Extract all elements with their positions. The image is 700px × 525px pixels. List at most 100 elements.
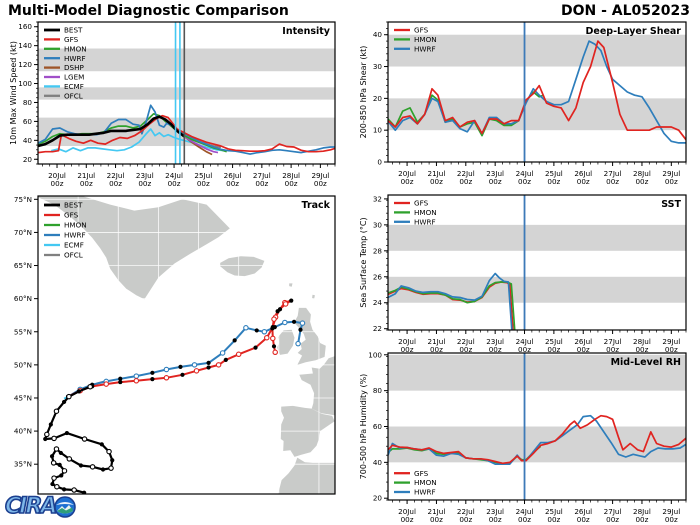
x-tick-label: 00z: [665, 345, 678, 354]
track-point-12z: [270, 335, 276, 342]
lat-tick-label: 40°N: [14, 427, 32, 436]
track-point-00z: [43, 436, 48, 442]
track-point-12z: [295, 340, 301, 347]
track-point-12z: [71, 487, 77, 493]
x-tick-label: 00z: [51, 179, 64, 188]
y-tick-label: 20: [373, 94, 383, 103]
y-tick-label: 28: [373, 246, 383, 255]
legend-item-gfs: GFS: [394, 469, 429, 478]
x-tick-label: 00z: [401, 515, 414, 524]
track-point-00z: [99, 442, 104, 447]
legend-label: LGEM: [64, 73, 84, 82]
x-tick-label: 00z: [606, 345, 619, 354]
x-tick-label: 00z: [635, 177, 648, 186]
panel-rh: 20Jul00z21Jul00z22Jul00z23Jul00z24Jul00z…: [359, 350, 687, 524]
track-point-00z: [78, 463, 84, 468]
y-tick-label: 40: [373, 458, 383, 467]
category-band: [38, 87, 335, 100]
legend-label: DSHP: [64, 63, 85, 72]
track-point-00z: [49, 454, 55, 459]
x-tick-label: 00z: [197, 179, 210, 188]
x-tick-label: 29Jul: [311, 171, 329, 180]
panel-sst: 20Jul00z21Jul00z22Jul00z23Jul00z24Jul00z…: [359, 194, 687, 354]
x-tick-label: 00z: [459, 515, 472, 524]
series-gfs: [388, 414, 686, 465]
legend-item-hwrf: HWRF: [44, 231, 86, 240]
y-tick-label: 140: [18, 41, 32, 50]
x-tick-label: 20Jul: [398, 507, 416, 516]
track-point-00z: [150, 370, 155, 375]
legend-label: HWRF: [64, 231, 86, 240]
series-hwrf: [388, 40, 686, 144]
legend-item-hwrf: HWRF: [44, 54, 86, 63]
x-tick-label: 00z: [138, 179, 151, 188]
legend-label: GFS: [414, 199, 429, 208]
legend-item-hwrf: HWRF: [394, 488, 436, 497]
x-tick-label: 21Jul: [428, 169, 446, 178]
track-point-12z: [219, 350, 226, 356]
main-title: Multi-Model Diagnostic Comparison: [8, 3, 289, 19]
track-point-12z: [103, 381, 109, 387]
legend-label: BEST: [64, 201, 83, 210]
x-tick-label: 22Jul: [107, 171, 125, 180]
x-tick-label: 25Jul: [545, 169, 563, 178]
y-tick-label: 24: [373, 298, 383, 307]
x-tick-label: 00z: [665, 177, 678, 186]
x-tick-label: 25Jul: [194, 171, 212, 180]
track-point-00z: [289, 298, 294, 303]
x-tick-label: 29Jul: [662, 507, 680, 516]
track-point-00z: [223, 357, 228, 362]
panel-track: 75°N 70°N 65°N 60°N 55°N 50°N 45°N 40°N 35°N Trac…: [14, 195, 336, 495]
legend-item-gfs: GFS: [394, 199, 429, 208]
lat-tick-label: 55°N: [14, 327, 32, 336]
track-point-00z: [61, 487, 67, 492]
x-tick-label: 00z: [168, 179, 181, 188]
x-tick-label: 26Jul: [574, 169, 592, 178]
y-axis-label: Sea Surface Temp (°C): [359, 217, 368, 307]
x-tick-label: 00z: [401, 177, 414, 186]
legend-item-lgem: LGEM: [44, 73, 84, 82]
y-tick-label: 120: [18, 60, 32, 69]
x-tick-label: 00z: [577, 515, 590, 524]
legend-item-gfs: GFS: [44, 211, 79, 220]
x-tick-label: 00z: [430, 515, 443, 524]
track-point-00z: [206, 360, 211, 365]
lat-tick-label: 45°N: [14, 393, 32, 402]
track-point-12z: [235, 351, 242, 358]
track-point-12z: [133, 373, 140, 379]
category-band: [388, 354, 686, 391]
x-tick-label: 00z: [635, 345, 648, 354]
track-point-12z: [299, 320, 306, 326]
track-point-12z: [215, 362, 222, 368]
category-band: [38, 48, 335, 72]
legend-label: HWRF: [414, 44, 436, 53]
series-lgem: [183, 135, 219, 154]
track-point-00z: [48, 422, 53, 427]
track-point-00z: [254, 328, 259, 333]
x-tick-label: 24Jul: [165, 171, 183, 180]
legend-label: HMON: [414, 35, 437, 44]
track-point-12z: [89, 464, 96, 470]
landmass-ireland: [277, 329, 295, 355]
track-point-12z: [61, 468, 68, 474]
lat-tick-label: 60°N: [14, 294, 32, 303]
category-band: [388, 276, 686, 303]
x-tick-label: 27Jul: [604, 337, 622, 346]
x-tick-label: 00z: [635, 515, 648, 524]
x-tick-label: 27Jul: [253, 171, 271, 180]
y-tick-label: 80: [373, 386, 383, 395]
x-tick-label: 20Jul: [398, 337, 416, 346]
y-tick-label: 100: [368, 350, 382, 359]
x-tick-label: 26Jul: [574, 337, 592, 346]
x-tick-label: 25Jul: [545, 337, 563, 346]
track-point-00z: [57, 462, 62, 467]
y-tick-label: 22: [373, 324, 382, 333]
x-tick-label: 00z: [459, 177, 472, 186]
y-tick-label: 40: [23, 136, 33, 145]
x-tick-label: 00z: [606, 515, 619, 524]
x-tick-label: 21Jul: [77, 171, 95, 180]
track-point-00z: [50, 481, 55, 487]
y-tick-label: 20: [373, 494, 383, 503]
y-tick-label: 26: [373, 272, 383, 281]
globe-icon: [54, 496, 77, 518]
